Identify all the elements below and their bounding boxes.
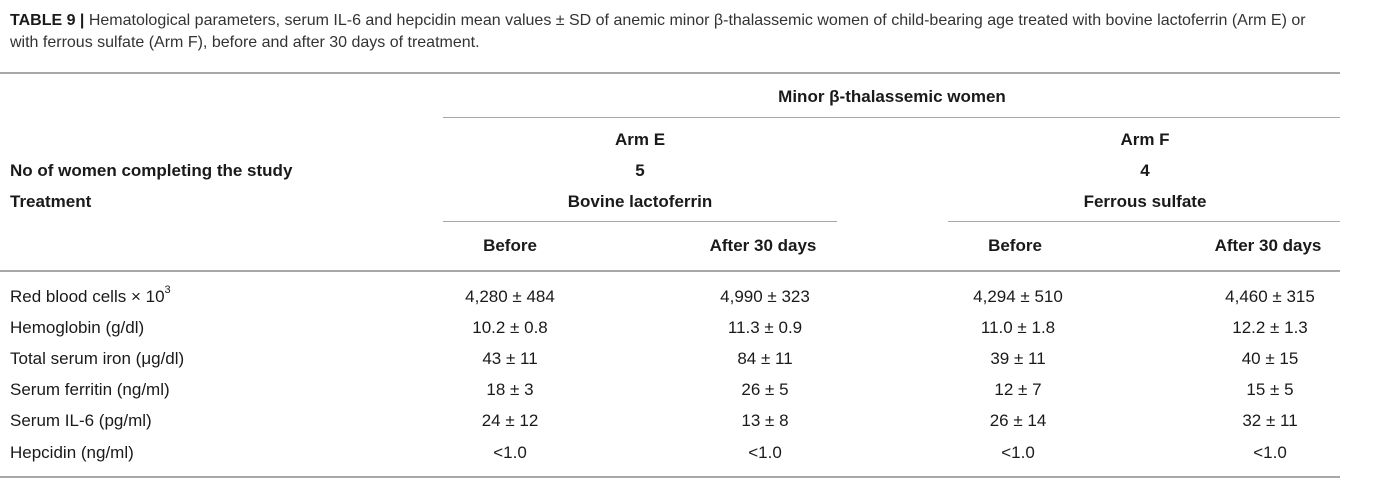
header-bottom-rule bbox=[0, 270, 1340, 272]
row-label: Total serum iron (μg/dl) bbox=[10, 349, 185, 368]
table-label: TABLE 9 | bbox=[10, 12, 85, 29]
table-cell: <1.0 bbox=[1001, 443, 1035, 462]
table-cell: 12.2 ± 1.3 bbox=[1232, 318, 1308, 337]
table-cell: 32 ± 11 bbox=[1242, 411, 1298, 430]
table-cell: 13 ± 8 bbox=[741, 411, 789, 430]
arm-f-before-header: Before bbox=[988, 236, 1042, 255]
arm-f-treatment: Ferrous sulfate bbox=[1083, 192, 1207, 211]
arm-e-women: 5 bbox=[635, 161, 645, 180]
arm-f-treatment-rule bbox=[948, 221, 1340, 222]
table-cell: 26 ± 5 bbox=[741, 380, 789, 399]
table-cell: 26 ± 14 bbox=[989, 411, 1047, 430]
arm-e-header: Arm E bbox=[614, 130, 666, 149]
table-cell: 4,990 ± 323 bbox=[720, 287, 810, 306]
table-cell: 84 ± 11 bbox=[737, 349, 793, 368]
arm-f-women: 4 bbox=[1140, 161, 1150, 180]
arm-e-treatment: Bovine lactoferrin bbox=[567, 192, 713, 211]
table-cell: 18 ± 3 bbox=[486, 380, 534, 399]
table-cell: 43 ± 11 bbox=[482, 349, 538, 368]
caption-text: Hematological parameters, serum IL-6 and… bbox=[10, 12, 1306, 51]
arm-e-before-header: Before bbox=[483, 236, 537, 255]
table-cell: 40 ± 15 bbox=[1241, 349, 1299, 368]
table-cell: 24 ± 12 bbox=[481, 411, 539, 430]
table-cell: 4,280 ± 484 bbox=[465, 287, 555, 306]
bottom-rule bbox=[0, 476, 1340, 478]
table-cell: 10.2 ± 0.8 bbox=[472, 318, 548, 337]
treatment-label: Treatment bbox=[10, 192, 92, 211]
group-header: Minor β-thalassemic women bbox=[778, 87, 1006, 106]
table-cell: 4,294 ± 510 bbox=[973, 287, 1063, 306]
row-label: Serum ferritin (ng/ml) bbox=[10, 380, 170, 399]
table-cell: 11.0 ± 1.8 bbox=[980, 318, 1056, 337]
arm-f-header: Arm F bbox=[1120, 130, 1170, 149]
table-cell: <1.0 bbox=[1253, 443, 1287, 462]
row-label: Red blood cells × 103 bbox=[10, 284, 171, 306]
table-caption: TABLE 9 | Hematological parameters, seru… bbox=[10, 10, 1330, 54]
table-cell: 11.3 ± 0.9 bbox=[727, 318, 803, 337]
arm-f-after-header: After 30 days bbox=[1214, 236, 1322, 255]
table-cell: 4,460 ± 315 bbox=[1225, 287, 1315, 306]
table-cell: 39 ± 11 bbox=[990, 349, 1046, 368]
table-cell: <1.0 bbox=[748, 443, 782, 462]
row-label: Serum IL-6 (pg/ml) bbox=[10, 411, 152, 430]
table-cell: 12 ± 7 bbox=[994, 380, 1042, 399]
table-cell: <1.0 bbox=[493, 443, 527, 462]
row-label: Hepcidin (ng/ml) bbox=[10, 443, 134, 462]
women-label: No of women completing the study bbox=[10, 161, 293, 180]
table-cell: 15 ± 5 bbox=[1246, 380, 1294, 399]
arm-e-after-header: After 30 days bbox=[709, 236, 817, 255]
superscript: 3 bbox=[164, 284, 171, 297]
group-rule bbox=[443, 117, 1340, 118]
row-label: Hemoglobin (g/dl) bbox=[10, 318, 145, 337]
arm-e-treatment-rule bbox=[443, 221, 837, 222]
top-rule bbox=[0, 72, 1340, 74]
